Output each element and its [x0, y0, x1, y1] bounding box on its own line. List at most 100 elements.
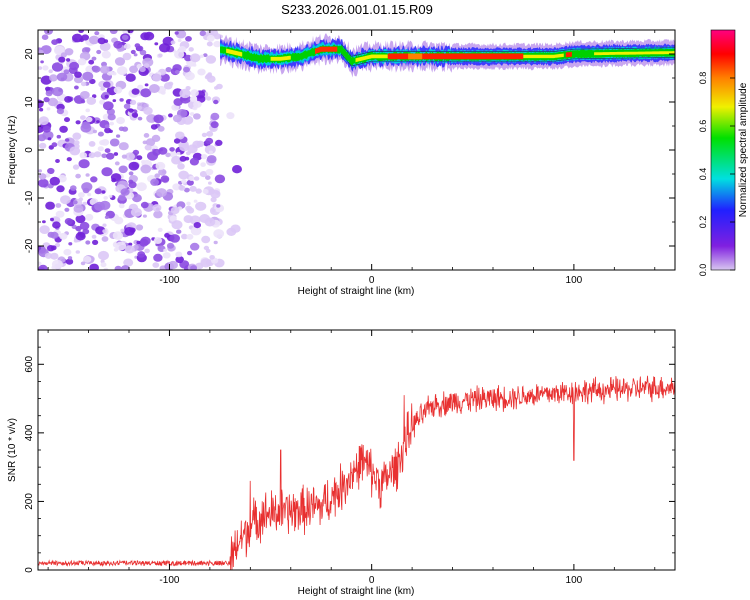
noise-blob [193, 199, 198, 203]
noise-blob [170, 40, 176, 45]
noise-blob [209, 254, 215, 260]
noise-blob [100, 87, 105, 91]
noise-blob [79, 38, 84, 43]
noise-blob [156, 188, 167, 198]
noise-blob [207, 72, 212, 76]
noise-blob [88, 152, 96, 159]
noise-blob [174, 31, 179, 35]
noise-blob [87, 192, 92, 197]
noise-blob [175, 251, 183, 258]
snr-x-label: Height of straight line (km) [298, 586, 415, 597]
noise-blob [103, 81, 111, 88]
noise-blob [153, 210, 163, 219]
colorbar-tick-label: 0.8 [698, 72, 708, 85]
noise-blob [101, 190, 106, 194]
signal-edge [341, 53, 675, 67]
noise-blob [92, 129, 97, 134]
noise-blob [75, 120, 81, 125]
noise-blob [84, 47, 91, 52]
noise-blob [168, 113, 173, 118]
noise-blob [72, 200, 78, 205]
noise-blob [102, 101, 114, 111]
noise-blob [104, 148, 111, 154]
noise-blob [184, 187, 190, 193]
noise-blob [79, 221, 90, 230]
noise-blob [218, 34, 223, 39]
x-tick-label: -100 [159, 275, 179, 286]
noise-blob [80, 91, 90, 99]
noise-blob [92, 239, 99, 245]
noise-blob [214, 174, 226, 184]
noise-blob [205, 55, 217, 64]
noise-blob [75, 214, 86, 224]
noise-blob [168, 260, 179, 270]
noise-blob [176, 229, 182, 234]
noise-blob [97, 146, 104, 152]
noise-blob [104, 124, 110, 129]
noise-blob [208, 150, 213, 155]
noise-blob [189, 96, 198, 103]
noise-blob [110, 173, 122, 182]
noise-blob [72, 164, 80, 170]
x-tick-label: 100 [566, 275, 583, 286]
noise-blob [133, 53, 138, 57]
y-tick-label: 10 [24, 96, 35, 108]
noise-blob [75, 232, 86, 241]
colorbar-label: Normalized spectral amplitude [738, 82, 749, 217]
noise-blob [142, 214, 147, 218]
noise-blob [113, 248, 119, 252]
noise-blob [99, 140, 106, 146]
noise-blob [144, 144, 152, 151]
noise-blob [75, 173, 81, 179]
noise-blob [174, 70, 180, 74]
noise-blob [187, 250, 193, 256]
noise-blob [107, 113, 116, 121]
noise-blob [40, 246, 45, 250]
noise-blob [175, 131, 185, 140]
signal-edge [341, 44, 675, 57]
noise-blob [115, 241, 127, 251]
noise-blob [137, 84, 144, 90]
noise-blob [64, 207, 70, 212]
snr-x-ticks: -100 0 100 [47, 330, 656, 586]
noise-blob [154, 173, 160, 178]
noise-blob [143, 106, 153, 115]
noise-blob [86, 96, 97, 105]
snr-series-line [38, 375, 675, 570]
noise-blob [123, 43, 131, 50]
noise-blob [39, 142, 47, 149]
noise-blob [116, 66, 128, 76]
noise-blob [113, 40, 123, 49]
noise-blob [55, 159, 60, 163]
noise-blob [208, 181, 212, 185]
noise-blob [213, 229, 225, 239]
noise-blob [143, 31, 155, 41]
noise-blob [50, 231, 59, 239]
noise-blob [143, 133, 150, 138]
x-tick-label: 0 [369, 575, 375, 586]
noise-blob [123, 103, 131, 110]
noise-blob [136, 240, 141, 245]
noise-blob [99, 42, 111, 52]
noise-blob [98, 250, 109, 261]
signal-core [270, 55, 291, 61]
figure-title: S233.2026.001.01.15.R09 [281, 2, 433, 17]
noise-blob [114, 216, 124, 225]
noise-blob [59, 232, 68, 240]
noise-blob [39, 225, 50, 235]
signal-core [355, 54, 388, 63]
noise-blob [195, 188, 202, 194]
noise-blob [137, 251, 146, 258]
noise-blob [45, 173, 51, 178]
noise-blob [159, 43, 171, 53]
noise-blob [210, 121, 219, 129]
noise-blob [118, 203, 125, 209]
noise-blob [213, 99, 219, 105]
spectrogram-noise [38, 30, 242, 270]
noise-blob [205, 175, 211, 181]
noise-blob [40, 75, 52, 85]
noise-blob [193, 100, 202, 108]
noise-blob [150, 178, 160, 186]
noise-blob [88, 35, 100, 45]
